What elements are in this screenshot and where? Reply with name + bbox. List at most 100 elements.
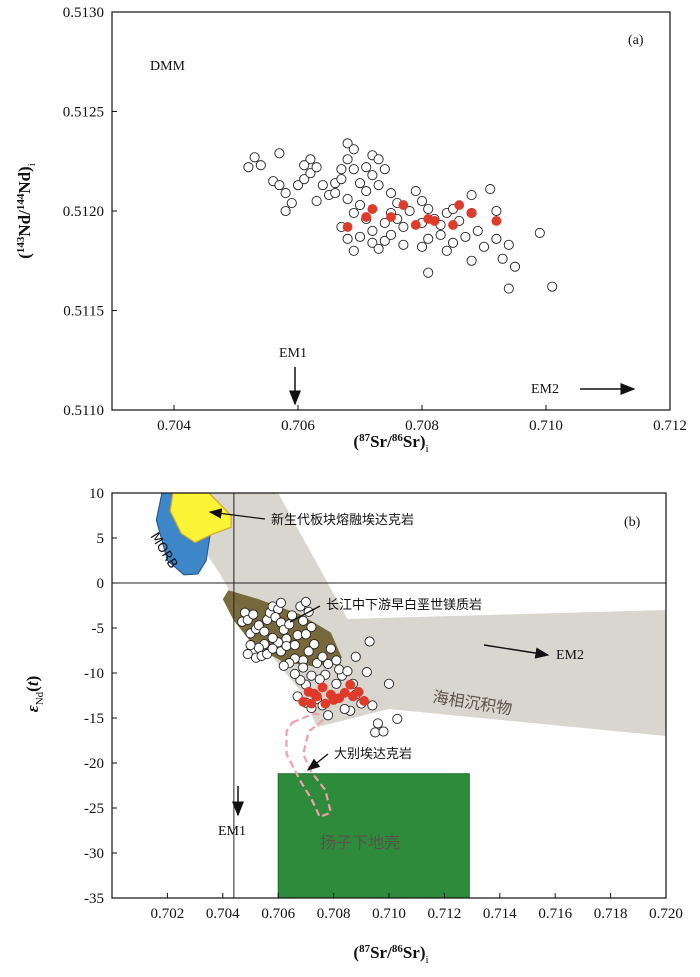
panel-a-open-circle: [404, 205, 415, 217]
panel-b-x-tick-label: 0.718: [594, 906, 628, 922]
panel-a-y-tick-label: 0.5110: [63, 403, 104, 419]
panel-a-open-circle: [342, 233, 353, 244]
panel-a-open-circle: [274, 180, 285, 191]
panel-b-open-circle: [245, 640, 256, 651]
panel-a-red-dot: [386, 212, 396, 222]
panel-a-red-dot: [429, 216, 440, 226]
panel-a-open-circle: [373, 243, 384, 254]
panel-a-open-circle: [299, 174, 310, 185]
panel-a-open-circle: [435, 229, 446, 240]
panel-a-open-circle: [367, 237, 378, 248]
panel-a-open-circle: [354, 178, 366, 189]
panel-a-open-circle: [497, 253, 508, 264]
panel-a-open-circle: [249, 152, 260, 163]
panel-b-open-circle: [286, 610, 298, 621]
panel-a-open-circle: [361, 186, 372, 197]
panel-a-y-tick-label: 0.5115: [63, 304, 104, 320]
panel-b-cenozoic-pointer: [208, 508, 266, 520]
panel-b-open-circle: [303, 646, 314, 657]
panel-a-open-circle: [280, 188, 291, 199]
panel-a-y-tick-label: 0.5120: [63, 204, 104, 220]
panel-b-open-circle: [339, 703, 350, 715]
panel-b-open-circle: [314, 674, 325, 685]
marine-sediment-field: [184, 493, 666, 736]
panel-b-y-tick-label: 10: [89, 486, 104, 502]
panel-a-open-circle: [274, 148, 285, 159]
panel-a-red-dot: [491, 216, 502, 226]
panel-a-open-circle: [466, 190, 477, 201]
panel-b-open-circle: [253, 620, 264, 631]
panel-a-points: [243, 138, 558, 294]
panel-a-open-circle: [385, 229, 397, 240]
panel-b-frame: [111, 492, 667, 899]
panel-a-red-dot: [367, 204, 378, 214]
panel-b-open-circle: [267, 632, 278, 643]
panel-a-open-circle: [547, 281, 558, 292]
panel-a-open-circle: [367, 225, 378, 236]
panel-b-open-circle: [361, 667, 372, 678]
panel-a-open-circle: [491, 205, 502, 217]
panel-a-y-tick-label: 0.5125: [63, 105, 104, 121]
panel-b-dabie-pointer: [306, 753, 329, 771]
panel-b-open-circle: [392, 713, 403, 724]
panel-a-open-circle: [416, 195, 428, 207]
panel-a-open-circle: [423, 203, 434, 215]
panel-b-y-tick-label: -15: [84, 711, 104, 727]
panel-b-open-circle: [323, 658, 334, 670]
panel-b-open-circle: [364, 636, 375, 647]
panel-b-red-dot: [298, 696, 309, 707]
panel-a-open-circle: [379, 217, 390, 228]
panel-b-open-circle: [278, 660, 289, 671]
panel-b-open-circle: [281, 640, 292, 652]
panel-a-x-tick-label: 0.712: [653, 418, 687, 434]
panel-a-open-circle: [441, 245, 452, 256]
panel-a-open-circle: [423, 267, 434, 278]
panel-b-x-tick-label: 0.706: [261, 906, 295, 922]
panel-a-red-dot: [410, 220, 421, 230]
panel-a-ticks: 0.704 0.706 0.708 0.710 0.712 0.5110 0.5115 0.5…: [63, 5, 687, 434]
panel-b-open-circle: [309, 639, 320, 650]
panel-b-y-tick-label: -10: [84, 666, 104, 682]
panel-b-open-circle: [331, 655, 342, 666]
panel-b-cenozoic-eclogite-label: 新生代板块熔融埃达克岩: [271, 512, 414, 528]
panel-a-open-circle: [478, 241, 490, 252]
panel-a-open-circle: [305, 168, 316, 179]
panel-b-x-tick-label: 0.702: [151, 906, 185, 922]
panel-a-open-circle: [354, 231, 366, 242]
panel-b-open-circle: [306, 622, 317, 633]
panel-a-open-circle: [423, 233, 434, 244]
panel-b-open-circle: [259, 626, 270, 637]
panel-b-x-tick-label: 0.710: [372, 906, 406, 922]
panel-a-em1-label: EM1: [279, 346, 307, 361]
panel-a-open-circle: [491, 233, 502, 244]
panel-a-open-circle: [385, 188, 397, 199]
panel-b-red-dot: [317, 682, 328, 693]
cenozoic-eclogite-field: [169, 492, 232, 544]
panel-b-open-circle: [295, 675, 306, 686]
panel-b-open-circle: [275, 597, 287, 608]
panel-b-yangtze-mafic-label: 长江中下游早白垩世镁质岩: [326, 597, 482, 613]
panel-b-yangtze-mafic-pointer: [289, 605, 321, 623]
panel-b-red-dot: [320, 698, 331, 709]
panel-b-open-circle: [383, 678, 395, 689]
panel-b-open-circle: [284, 619, 295, 630]
panel-a-label: (a): [628, 33, 644, 48]
panel-b-x-tick-label: 0.704: [206, 906, 240, 922]
panel-b-y-tick-label: -30: [84, 846, 104, 862]
panel-b-open-circle: [342, 666, 353, 677]
panel-b-open-circle: [334, 664, 345, 675]
panel-b-open-circle: [306, 670, 317, 681]
panel-a-open-circle: [255, 160, 266, 171]
panel-a-open-circle: [379, 164, 390, 175]
panel-b-open-circle: [323, 710, 334, 721]
panel-a-open-circle: [330, 188, 341, 199]
panel-a-open-circle: [503, 283, 514, 294]
panel-b-dabie-eclogite-label: 大别埃达克岩: [334, 747, 412, 762]
panel-b-red-dot: [312, 691, 322, 702]
panel-a-x-tick-label: 0.708: [405, 418, 439, 434]
panel-b-open-circle: [367, 700, 378, 711]
panel-b-open-circle: [378, 726, 389, 737]
panel-b-label: (b): [624, 515, 641, 530]
